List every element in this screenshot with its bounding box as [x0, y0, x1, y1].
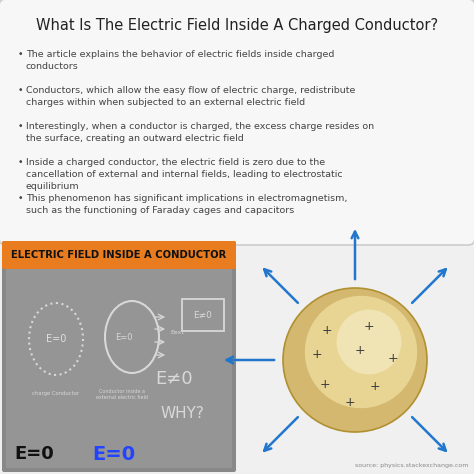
Bar: [6, 269, 232, 468]
Text: This phenomenon has significant implications in electromagnetism,
such as the fu: This phenomenon has significant implicat…: [26, 194, 347, 215]
Text: +: +: [322, 323, 332, 337]
FancyBboxPatch shape: [0, 0, 474, 245]
Text: +: +: [312, 348, 322, 362]
Text: E=0: E=0: [14, 445, 54, 463]
Circle shape: [305, 296, 417, 408]
Text: •: •: [18, 194, 24, 203]
Text: E≠0: E≠0: [193, 310, 212, 319]
Text: The article explains the behavior of electric fields inside charged
conductors: The article explains the behavior of ele…: [26, 50, 334, 71]
Text: •: •: [18, 158, 24, 167]
FancyBboxPatch shape: [2, 241, 236, 472]
Text: source: physics.stackexchange.com: source: physics.stackexchange.com: [355, 463, 468, 468]
Text: E=0: E=0: [46, 334, 66, 344]
Text: E=0: E=0: [115, 332, 133, 341]
Text: +: +: [364, 319, 374, 332]
Text: Conductor inside a
external electric field: Conductor inside a external electric fie…: [96, 389, 148, 400]
Text: WHY?: WHY?: [160, 407, 204, 421]
Text: +: +: [370, 380, 380, 392]
Text: +: +: [388, 352, 398, 365]
Text: What Is The Electric Field Inside A Charged Conductor?: What Is The Electric Field Inside A Char…: [36, 18, 438, 33]
Text: charge Conductor: charge Conductor: [32, 391, 80, 396]
Text: •: •: [18, 86, 24, 95]
Text: Conductors, which allow the easy flow of electric charge, redistribute
charges w: Conductors, which allow the easy flow of…: [26, 86, 355, 107]
Bar: [182, 299, 224, 331]
Text: +: +: [319, 377, 330, 391]
Text: Interestingly, when a conductor is charged, the excess charge resides on
the sur: Interestingly, when a conductor is charg…: [26, 122, 374, 143]
Circle shape: [337, 310, 401, 374]
Circle shape: [283, 288, 427, 432]
Text: E≠0: E≠0: [155, 370, 193, 388]
Text: •: •: [18, 50, 24, 59]
Text: +: +: [345, 395, 356, 409]
Text: E=0: E=0: [92, 445, 136, 464]
Text: Inside a charged conductor, the electric field is zero due to the
cancellation o: Inside a charged conductor, the electric…: [26, 158, 343, 191]
Text: Eext: Eext: [170, 329, 184, 335]
FancyBboxPatch shape: [2, 241, 236, 269]
Text: ELECTRIC FIELD INSIDE A CONDUCTOR: ELECTRIC FIELD INSIDE A CONDUCTOR: [11, 250, 227, 260]
Text: +: +: [355, 344, 365, 356]
Text: •: •: [18, 122, 24, 131]
